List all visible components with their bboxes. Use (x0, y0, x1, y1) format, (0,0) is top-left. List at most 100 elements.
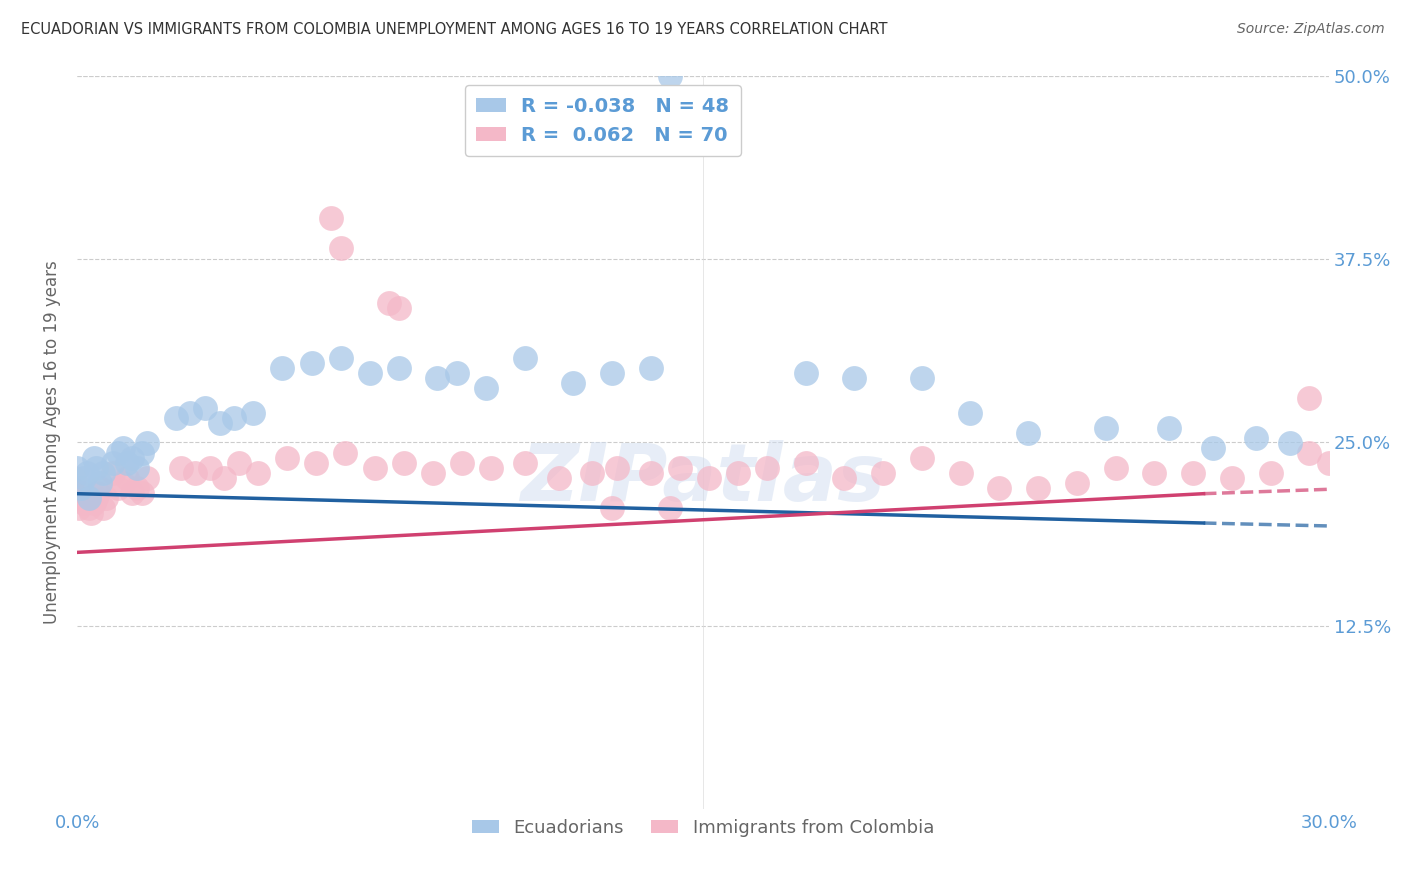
Point (697, 471, 720, 485)
Point (475, 381, 498, 395)
Point (111, 442, 134, 456)
Point (446, 366, 468, 380)
Point (89, 482, 111, 496)
Point (135, 471, 157, 485)
Point (77, 501, 100, 516)
Point (392, 456, 415, 470)
Point (208, 417, 231, 431)
Point (319, 211, 342, 225)
Point (834, 471, 856, 485)
Point (1201, 442, 1223, 456)
Point (1260, 467, 1282, 481)
Point (600, 501, 623, 516)
Point (121, 451, 143, 466)
Point (1244, 431, 1267, 445)
Text: ZIPatlas: ZIPatlas (520, 440, 886, 518)
Point (96, 491, 118, 506)
Point (1026, 482, 1049, 496)
Point (1143, 467, 1166, 481)
Point (600, 366, 623, 380)
Point (794, 366, 817, 380)
Point (121, 486, 143, 500)
Point (165, 411, 187, 425)
Point (1317, 456, 1340, 470)
Point (959, 406, 981, 420)
Point (222, 411, 245, 425)
Point (1298, 446, 1320, 460)
Point (794, 456, 817, 470)
Point (66, 461, 89, 475)
Point (242, 406, 264, 420)
Point (179, 406, 201, 420)
Point (1220, 471, 1243, 485)
Point (111, 476, 134, 491)
Point (363, 461, 385, 475)
Point (388, 361, 411, 376)
Point (60, 482, 83, 496)
Point (87, 486, 110, 500)
Point (842, 371, 865, 385)
Point (911, 371, 934, 385)
Point (89, 476, 111, 491)
Point (422, 467, 444, 481)
Point (1066, 476, 1088, 491)
Point (305, 456, 328, 470)
Point (301, 356, 323, 370)
Point (668, 461, 690, 475)
Point (872, 467, 894, 481)
Point (329, 241, 352, 255)
Point (135, 436, 157, 450)
Point (73, 471, 96, 485)
Point (247, 467, 270, 481)
Point (755, 461, 778, 475)
Point (659, 501, 682, 516)
Point (101, 467, 124, 481)
Point (83, 496, 105, 510)
Point (83, 451, 105, 466)
Point (581, 467, 603, 481)
Legend: Ecuadorians, Immigrants from Colombia: Ecuadorians, Immigrants from Colombia (465, 812, 941, 844)
Point (562, 376, 585, 391)
Point (131, 446, 153, 460)
Point (949, 467, 972, 481)
Point (911, 451, 934, 466)
Point (378, 296, 401, 310)
Point (198, 461, 221, 475)
Point (359, 366, 381, 380)
Point (117, 456, 139, 470)
Point (479, 461, 502, 475)
Point (86, 491, 108, 506)
Point (1298, 391, 1320, 405)
Point (117, 471, 139, 485)
Point (1279, 436, 1302, 450)
Point (131, 486, 153, 500)
Point (91, 467, 114, 481)
Point (194, 401, 217, 416)
Point (101, 456, 124, 470)
Point (170, 461, 193, 475)
Point (127, 482, 149, 496)
Point (988, 482, 1011, 496)
Point (640, 361, 662, 376)
Point (335, 446, 357, 460)
Point (76, 467, 98, 481)
Point (450, 456, 472, 470)
Point (388, 301, 411, 315)
Point (1157, 421, 1180, 435)
Text: Source: ZipAtlas.com: Source: ZipAtlas.com (1237, 22, 1385, 37)
Y-axis label: Unemployment Among Ages 16 to 19 years: Unemployment Among Ages 16 to 19 years (44, 260, 60, 624)
Point (606, 461, 628, 475)
Point (76, 491, 98, 506)
Point (329, 351, 352, 366)
Point (513, 351, 536, 366)
Point (513, 456, 536, 470)
Point (271, 361, 294, 376)
Point (67, 501, 90, 516)
Point (1182, 467, 1205, 481)
Point (184, 467, 207, 481)
Point (1017, 426, 1039, 441)
Text: ECUADORIAN VS IMMIGRANTS FROM COLOMBIA UNEMPLOYMENT AMONG AGES 16 TO 19 YEARS CO: ECUADORIAN VS IMMIGRANTS FROM COLOMBIA U… (21, 22, 887, 37)
Point (73, 496, 96, 510)
Point (547, 471, 569, 485)
Point (276, 451, 298, 466)
